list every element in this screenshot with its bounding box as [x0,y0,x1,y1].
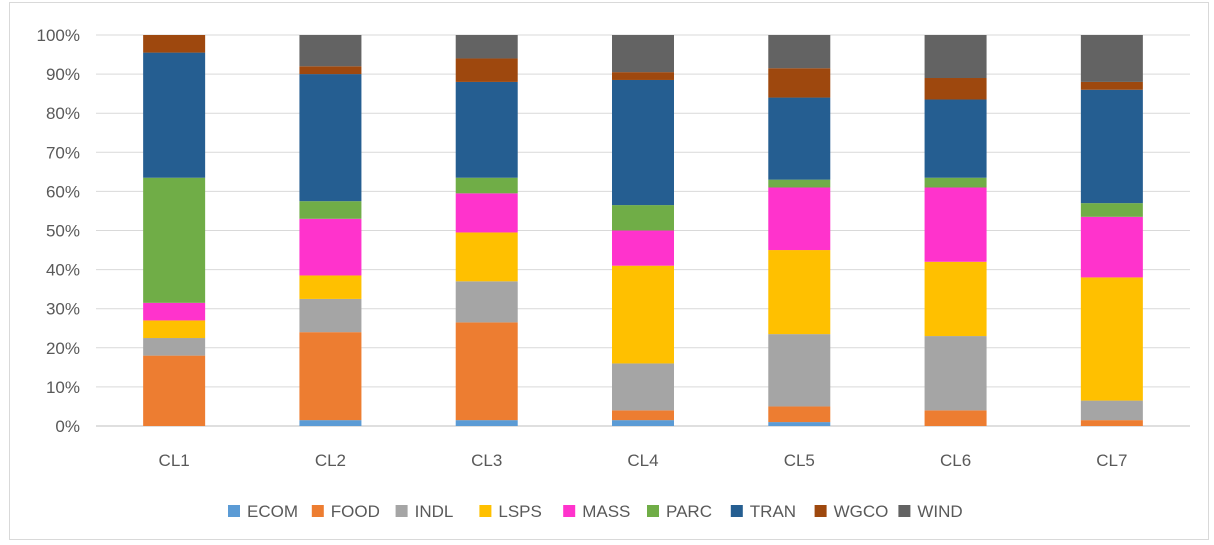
bar-segment-ecom-cl5 [768,422,831,426]
bar-segment-parc-cl1 [143,177,206,303]
bar-segment-wind-cl4 [612,35,674,73]
bar-segment-tran-cl7 [1080,89,1143,204]
bar-segment-mass-cl1 [143,302,206,321]
x-tick-label: CL3 [471,451,502,470]
bar-segment-parc-cl7 [1080,203,1143,217]
bar-segment-lsps-cl6 [924,261,987,337]
bar-segment-indl-cl4 [612,363,674,411]
bar-segment-ecom-cl3 [455,420,518,426]
legend-label-lsps: LSPS [498,502,541,521]
x-tick-label: CL1 [159,451,190,470]
y-tick-label: 70% [46,143,80,162]
legend-label-ecom: ECOM [247,502,298,521]
legend-swatch-mass [563,505,576,517]
bar-segment-tran-cl2 [299,74,362,202]
x-tick-label: CL4 [627,451,658,470]
bar-segment-parc-cl6 [924,177,987,188]
bar-segment-lsps-cl2 [299,275,362,299]
bar-segment-parc-cl2 [299,201,362,219]
bar-segment-mass-cl5 [768,187,831,251]
bar-segment-parc-cl5 [768,179,831,188]
bar-segment-wind-cl3 [455,35,518,59]
legend-swatch-wgco [814,505,827,517]
bar-segment-mass-cl4 [612,230,674,266]
bar-segment-indl-cl1 [143,338,206,356]
y-tick-label: 0% [55,417,80,436]
legend-label-parc: PARC [666,502,712,521]
bar-segment-lsps-cl7 [1080,277,1143,401]
legend-swatch-tran [730,505,743,517]
x-tick-label: CL5 [784,451,815,470]
bar-segment-wgco-cl5 [768,68,831,98]
y-tick-label: 90% [46,65,80,84]
bar-segment-mass-cl7 [1080,216,1143,278]
bar-segment-tran-cl3 [455,81,518,178]
bar-segment-lsps-cl3 [455,232,518,282]
bar-segment-food-cl2 [299,332,362,421]
bar-segment-ecom-cl2 [299,420,362,426]
bar-segment-indl-cl3 [455,281,518,323]
bar-segment-tran-cl4 [612,79,674,206]
bar-segment-food-cl3 [455,322,518,421]
x-tick-label: CL6 [940,451,971,470]
bar-segment-tran-cl6 [924,99,987,178]
bar-segment-wgco-cl7 [1080,81,1143,90]
legend-label-mass: MASS [582,502,630,521]
bar-segment-food-cl4 [612,410,674,421]
bar-segment-ecom-cl4 [612,420,674,426]
bar-segment-lsps-cl1 [143,320,206,339]
bar-segment-parc-cl3 [455,177,518,194]
bar-segment-wind-cl2 [299,35,362,67]
bar-segment-wind-cl6 [924,35,987,79]
bar-segment-food-cl5 [768,406,831,423]
y-tick-label: 100% [37,26,80,45]
y-tick-label: 50% [46,222,80,241]
bar-segment-food-cl7 [1080,420,1143,426]
bar-segment-mass-cl2 [299,218,362,276]
legend-label-food: FOOD [331,502,380,521]
legend-swatch-food [311,505,324,517]
legend-label-tran: TRAN [750,502,796,521]
bar-segment-food-cl1 [143,355,206,426]
bar-segment-parc-cl4 [612,205,674,231]
bar-segment-tran-cl5 [768,97,831,180]
chart-frame [9,2,1209,540]
bar-segment-wgco-cl6 [924,78,987,100]
y-tick-label: 20% [46,339,80,358]
bar-segment-wind-cl7 [1080,35,1143,82]
legend-swatch-wind [898,505,911,517]
legend-label-wind: WIND [917,502,962,521]
legend-label-indl: INDL [415,502,454,521]
x-tick-label: CL7 [1096,451,1127,470]
bar-segment-wgco-cl4 [612,72,674,80]
bar-segment-wgco-cl1 [143,35,206,53]
bar-segment-indl-cl6 [924,336,987,411]
bar-segment-wgco-cl3 [455,58,518,82]
y-tick-label: 10% [46,378,80,397]
legend-label-wgco: WGCO [834,502,889,521]
y-tick-label: 40% [46,261,80,280]
legend-swatch-indl [395,505,408,517]
bar-segment-indl-cl2 [299,298,362,333]
y-tick-label: 60% [46,182,80,201]
bar-segment-mass-cl6 [924,187,987,262]
legend-swatch-ecom [228,505,240,517]
bar-segment-indl-cl7 [1080,400,1143,421]
bar-segment-wind-cl5 [768,35,831,69]
bar-segment-lsps-cl4 [612,265,674,364]
y-tick-label: 80% [46,104,80,123]
bar-segment-food-cl6 [924,410,987,426]
bar-segment-mass-cl3 [455,193,518,233]
legend-swatch-lsps [479,505,492,517]
y-tick-label: 30% [46,300,80,319]
bar-segment-tran-cl1 [143,52,206,178]
bar-segment-indl-cl5 [768,334,831,407]
x-tick-label: CL2 [315,451,346,470]
bar-segment-lsps-cl5 [768,250,831,335]
legend-swatch-parc [647,505,659,517]
bar-segment-wgco-cl2 [299,66,362,75]
